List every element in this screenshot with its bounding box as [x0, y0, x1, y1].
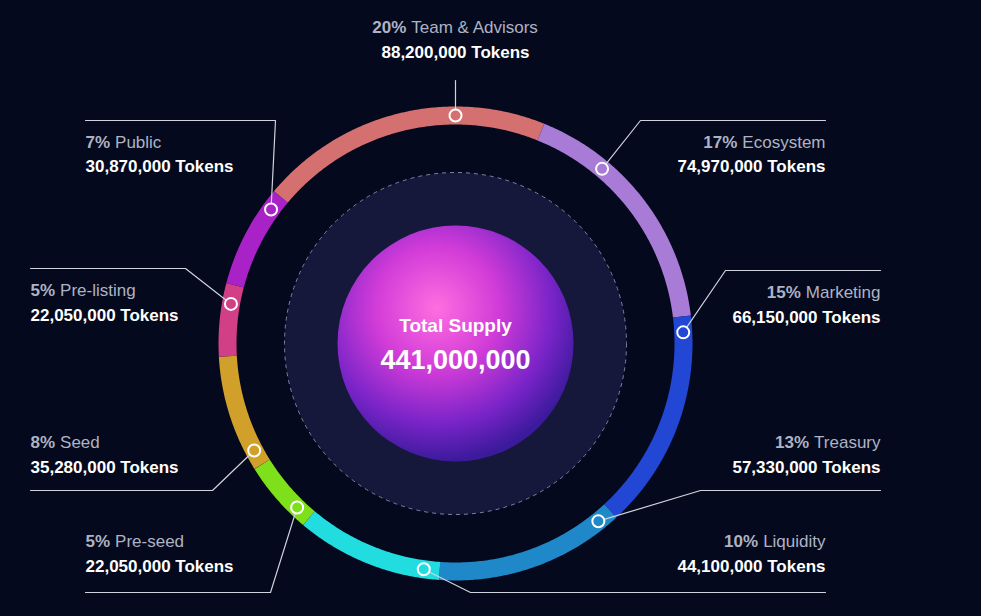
svg-text:57,330,000 Tokens: 57,330,000 Tokens — [732, 458, 880, 477]
svg-text:Seed: Seed — [60, 433, 100, 452]
svg-text:66,150,000 Tokens: 66,150,000 Tokens — [732, 308, 880, 327]
svg-text:22,050,000 Tokens: 22,050,000 Tokens — [31, 306, 179, 325]
svg-text:Total Supply: Total Supply — [399, 315, 512, 336]
svg-text:Liquidity: Liquidity — [763, 532, 826, 551]
svg-text:74,970,000 Tokens: 74,970,000 Tokens — [677, 157, 825, 176]
svg-text:17%: 17% — [703, 133, 737, 152]
svg-text:Ecosystem: Ecosystem — [742, 133, 825, 152]
svg-text:Team & Advisors: Team & Advisors — [411, 18, 538, 37]
svg-text:22,050,000 Tokens: 22,050,000 Tokens — [86, 557, 234, 576]
svg-text:7%: 7% — [86, 133, 111, 152]
svg-text:15%: 15% — [767, 283, 801, 302]
svg-text:5%: 5% — [86, 532, 111, 551]
svg-text:35,280,000 Tokens: 35,280,000 Tokens — [31, 458, 179, 477]
svg-text:20%: 20% — [372, 18, 406, 37]
svg-text:30,870,000 Tokens: 30,870,000 Tokens — [86, 157, 234, 176]
svg-text:10%: 10% — [724, 532, 758, 551]
svg-text:Pre-listing: Pre-listing — [60, 281, 136, 300]
svg-text:Public: Public — [115, 133, 162, 152]
svg-text:Pre-seed: Pre-seed — [115, 532, 184, 551]
svg-text:Treasury: Treasury — [814, 433, 881, 452]
svg-text:13%: 13% — [775, 433, 809, 452]
svg-text:5%: 5% — [31, 281, 56, 300]
svg-text:44,100,000 Tokens: 44,100,000 Tokens — [677, 557, 825, 576]
svg-text:88,200,000 Tokens: 88,200,000 Tokens — [381, 43, 529, 62]
svg-text:Marketing: Marketing — [806, 283, 881, 302]
svg-text:441,000,000: 441,000,000 — [380, 345, 530, 375]
svg-text:8%: 8% — [31, 433, 56, 452]
